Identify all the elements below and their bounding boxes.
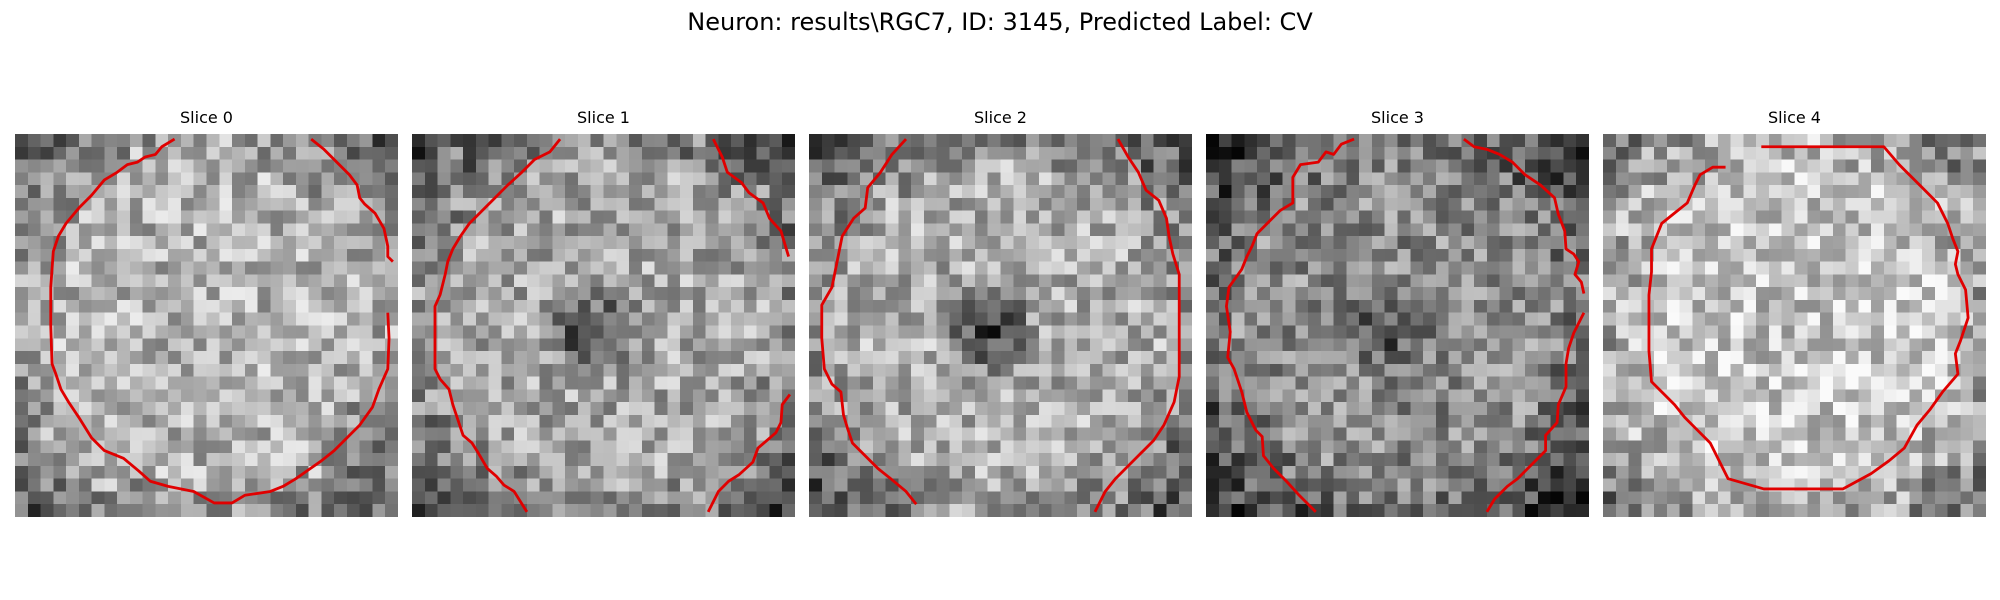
slice-pixels [412, 134, 795, 517]
slice-image [412, 134, 795, 517]
contour-line [706, 393, 792, 513]
slice-image [809, 134, 1192, 517]
contour-line [820, 138, 918, 506]
slice-panel-1: Slice 1 [412, 108, 795, 518]
contour-line [433, 138, 562, 513]
slice-pixels [809, 134, 1192, 517]
contour-line [1463, 137, 1586, 294]
contour-line [1093, 138, 1181, 513]
slice-image [15, 134, 398, 517]
contour-line [1225, 137, 1355, 513]
slice-panel-2: Slice 2 [809, 108, 1192, 518]
slice-pixels [1603, 134, 1986, 517]
slice-panel-0: Slice 0 [15, 108, 398, 518]
slice-title: Slice 2 [974, 108, 1027, 127]
slice-title: Slice 3 [1371, 108, 1424, 127]
slice-title: Slice 1 [577, 108, 630, 127]
slice-title: Slice 4 [1768, 108, 1821, 127]
contour-line [310, 138, 394, 263]
contour-line [49, 137, 391, 505]
slice-title: Slice 0 [180, 108, 233, 127]
contour-line [1485, 312, 1586, 513]
slice-image [1206, 134, 1589, 517]
slice-panel-4: Slice 4 [1603, 108, 1986, 518]
slice-pixels [15, 134, 398, 517]
figure-title: Neuron: results\RGC7, ID: 3145, Predicte… [687, 8, 1313, 36]
slice-panel-3: Slice 3 [1206, 108, 1589, 518]
slice-image [1603, 134, 1986, 517]
contour-line [712, 138, 790, 257]
slice-pixels [1206, 134, 1589, 517]
contour-line [1647, 145, 1970, 491]
